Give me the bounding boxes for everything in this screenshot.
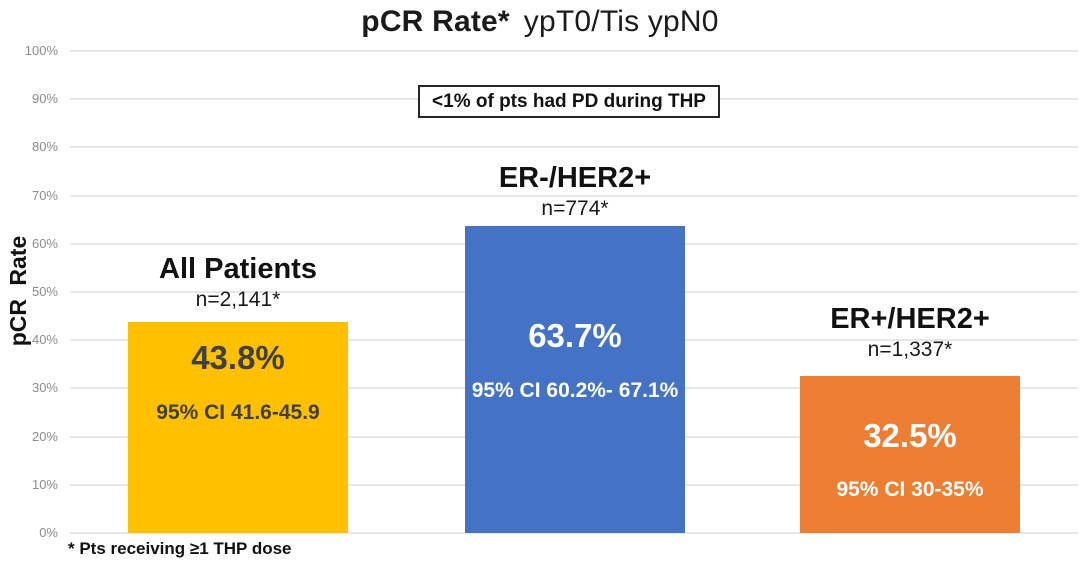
bar-er-pos-her2-pos: 32.5% 95% CI 30-35% <box>800 376 1020 533</box>
y-tick-30: 30% <box>31 380 58 396</box>
gridline-0 <box>70 532 1078 534</box>
y-tick-60: 60% <box>31 235 58 251</box>
group-header-er-neg-her2-pos: ER-/HER2+ n=774* <box>415 162 735 220</box>
footnote: * Pts receiving ≥1 THP dose <box>68 539 292 558</box>
y-tick-80: 80% <box>31 139 58 155</box>
chart-title: pCR Rate* ypT0/Tis ypN0 <box>0 5 1080 39</box>
gridline-80 <box>70 146 1078 149</box>
plot-area: 43.8% 95% CI 41.6-45.9 63.7% 95% CI 60.2… <box>70 50 1078 534</box>
annotation-box: <1% of pts had PD during THP <box>418 85 720 118</box>
y-tick-0: 0% <box>39 525 58 540</box>
bar-value-label: 43.8% <box>191 338 285 376</box>
bar-value-label: 32.5% <box>863 417 957 455</box>
sample-size-label: n=774* <box>541 197 609 220</box>
bar-value-label: 63.7% <box>528 316 622 354</box>
bar-er-neg-her2-pos: 63.7% 95% CI 60.2%- 67.1% <box>465 225 685 533</box>
group-header-er-pos-her2-pos: ER+/HER2+ n=1,337* <box>750 303 1070 361</box>
y-axis-tick-labels: 0% 10% 20% 30% 40% 50% 60% 70% 80% 90% 1… <box>0 43 60 540</box>
chart-title-bold: pCR Rate* <box>361 5 510 38</box>
category-label: All Patients <box>159 253 317 285</box>
group-header-all-patients: All Patients n=2,141* <box>78 253 398 311</box>
chart-title-regular: ypT0/Tis ypN0 <box>523 5 719 38</box>
y-tick-10: 10% <box>31 476 58 492</box>
y-tick-100: 100% <box>24 43 58 58</box>
sample-size-label: n=1,337* <box>867 338 953 361</box>
bar-all-patients: 43.8% 95% CI 41.6-45.9 <box>128 321 348 533</box>
y-tick-20: 20% <box>31 428 58 444</box>
category-label: ER+/HER2+ <box>830 303 990 335</box>
bar-ci-label: 95% CI 60.2%- 67.1% <box>471 378 679 402</box>
bar-ci-label: 95% CI 41.6-45.9 <box>156 400 320 424</box>
gridline-70 <box>70 194 1078 197</box>
category-label: ER-/HER2+ <box>498 162 652 194</box>
y-tick-90: 90% <box>31 91 58 107</box>
y-tick-50: 50% <box>31 284 58 299</box>
y-tick-40: 40% <box>31 332 58 348</box>
bar-ci-label: 95% CI 30-35% <box>836 478 984 502</box>
sample-size-label: n=2,141* <box>195 288 281 311</box>
y-tick-70: 70% <box>31 187 58 203</box>
gridline-100 <box>70 50 1078 52</box>
